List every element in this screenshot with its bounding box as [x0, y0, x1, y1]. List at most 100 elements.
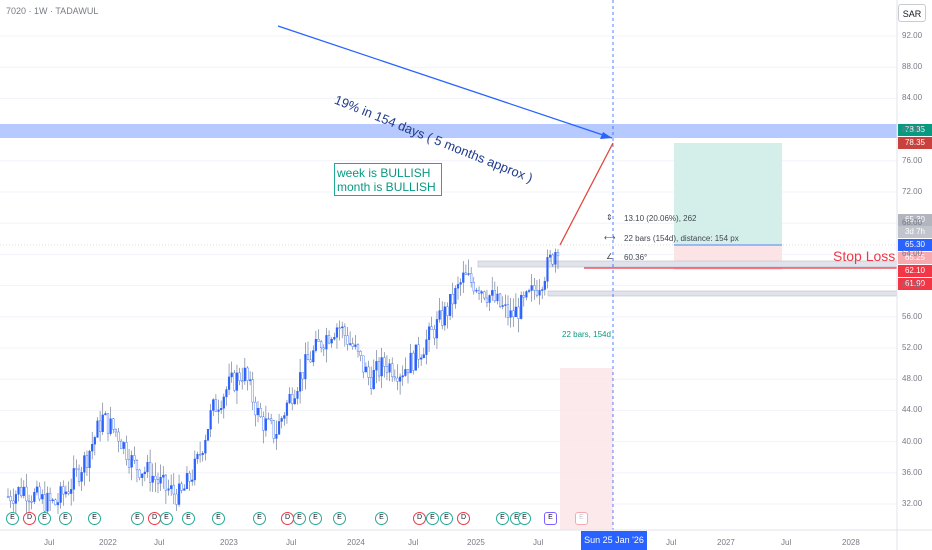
trend-arrow-head	[600, 132, 612, 139]
earnings-badge[interactable]: E	[59, 512, 72, 525]
candle-body	[488, 295, 491, 303]
y-tick-label: 32.00	[902, 499, 923, 508]
candle-body	[304, 354, 307, 380]
candle-body	[412, 352, 415, 371]
candle-body	[35, 486, 39, 493]
x-tick-label: 2028	[842, 538, 860, 547]
candle-body	[359, 350, 362, 356]
earnings-badge[interactable]: E	[212, 512, 225, 525]
candle-body	[354, 344, 357, 347]
candle-body	[285, 402, 289, 416]
measure-bars: 22 bars (154d), distance: 154 px	[624, 234, 739, 243]
candle-body	[46, 492, 49, 512]
earnings-badge[interactable]: E	[88, 512, 101, 525]
candle-body	[464, 272, 467, 275]
candle-body	[256, 408, 260, 416]
candle-body	[475, 289, 478, 292]
candle-body	[422, 354, 425, 359]
candle-body	[54, 499, 57, 506]
candle-body	[104, 413, 107, 416]
symbol-title[interactable]: 7020 · 1W · TADAWUL	[6, 6, 99, 16]
candle-body	[446, 306, 449, 316]
candle-body	[341, 326, 344, 329]
candle-body	[270, 418, 273, 421]
candle-body	[30, 501, 33, 503]
candle-body	[280, 418, 283, 422]
candle-body	[272, 420, 275, 439]
earnings-badge-future[interactable]: E	[575, 512, 588, 525]
earnings-badge[interactable]: E	[293, 512, 306, 525]
candle-body	[533, 285, 536, 291]
candle-body	[362, 355, 365, 373]
candle-body	[314, 339, 317, 351]
earnings-badge[interactable]: E	[160, 512, 173, 525]
candle-body	[43, 494, 46, 512]
earnings-badge[interactable]: E	[309, 512, 322, 525]
candle-body	[217, 409, 220, 412]
candle-body	[467, 273, 470, 275]
earnings-badge[interactable]: E	[253, 512, 266, 525]
earnings-badge-upcoming[interactable]: E	[544, 512, 557, 525]
target-band[interactable]	[0, 124, 897, 138]
candle-body	[351, 343, 354, 347]
stop-loss-label[interactable]: Stop Loss	[833, 248, 896, 264]
y-tick-label: 64.00	[902, 249, 923, 259]
dividend-badge[interactable]: D	[413, 512, 426, 525]
candle-body	[375, 361, 378, 371]
candle-body	[385, 366, 389, 373]
candle-body	[364, 366, 367, 373]
last-price-label: 65.30	[898, 214, 932, 226]
candle-body	[12, 500, 15, 504]
candle-body	[254, 401, 257, 416]
candle-body	[199, 453, 202, 456]
candle-body	[546, 257, 549, 282]
projection-zone[interactable]	[560, 368, 613, 530]
earnings-badge[interactable]: E	[6, 512, 19, 525]
earnings-badge[interactable]: E	[496, 512, 509, 525]
candle-body	[459, 282, 462, 285]
candle-body	[141, 473, 144, 478]
candle-body	[222, 396, 225, 409]
candle-body	[435, 319, 439, 339]
target-price-label: 78.35	[898, 124, 932, 136]
trend-arrow-line[interactable]	[277, 25, 613, 139]
support-zone[interactable]	[547, 290, 898, 297]
candle-body	[472, 282, 475, 292]
candle-body	[501, 305, 504, 307]
earnings-badge[interactable]: E	[375, 512, 388, 525]
earnings-badge[interactable]: E	[182, 512, 195, 525]
candle-body	[312, 350, 315, 363]
candle-body	[549, 254, 552, 258]
candle-body	[530, 285, 533, 291]
candle-body	[64, 491, 67, 495]
earnings-badge[interactable]: E	[440, 512, 453, 525]
earnings-badge[interactable]: E	[38, 512, 51, 525]
candle-body	[409, 352, 412, 374]
candle-body	[322, 347, 325, 350]
y-tick-label: 72.00	[902, 187, 923, 196]
candle-body	[83, 455, 86, 473]
y-tick-label: 88.00	[902, 62, 923, 72]
candle-body	[138, 469, 141, 478]
candle-body	[259, 408, 262, 418]
candle-body	[204, 440, 207, 454]
dividend-badge[interactable]: D	[23, 512, 36, 525]
earnings-badge[interactable]: E	[426, 512, 439, 525]
candle-body	[396, 377, 399, 382]
candle-body	[149, 462, 152, 483]
earnings-badge[interactable]: E	[518, 512, 531, 525]
target-zone[interactable]	[674, 143, 782, 245]
dividend-badge[interactable]: D	[457, 512, 470, 525]
candle-body	[414, 344, 417, 371]
currency-button[interactable]: SAR	[898, 4, 926, 22]
earnings-badge[interactable]: E	[333, 512, 346, 525]
earnings-badge[interactable]: E	[131, 512, 144, 525]
candle-body	[417, 344, 420, 360]
sentiment-note[interactable]: week is BULLISH month is BULLISH	[334, 163, 442, 196]
candle-body	[120, 440, 123, 449]
candle-body	[404, 369, 407, 376]
candle-body	[283, 415, 286, 419]
projection-line[interactable]	[559, 142, 614, 246]
crosshair-date-label: Sun 25 Jan '26	[581, 531, 647, 550]
